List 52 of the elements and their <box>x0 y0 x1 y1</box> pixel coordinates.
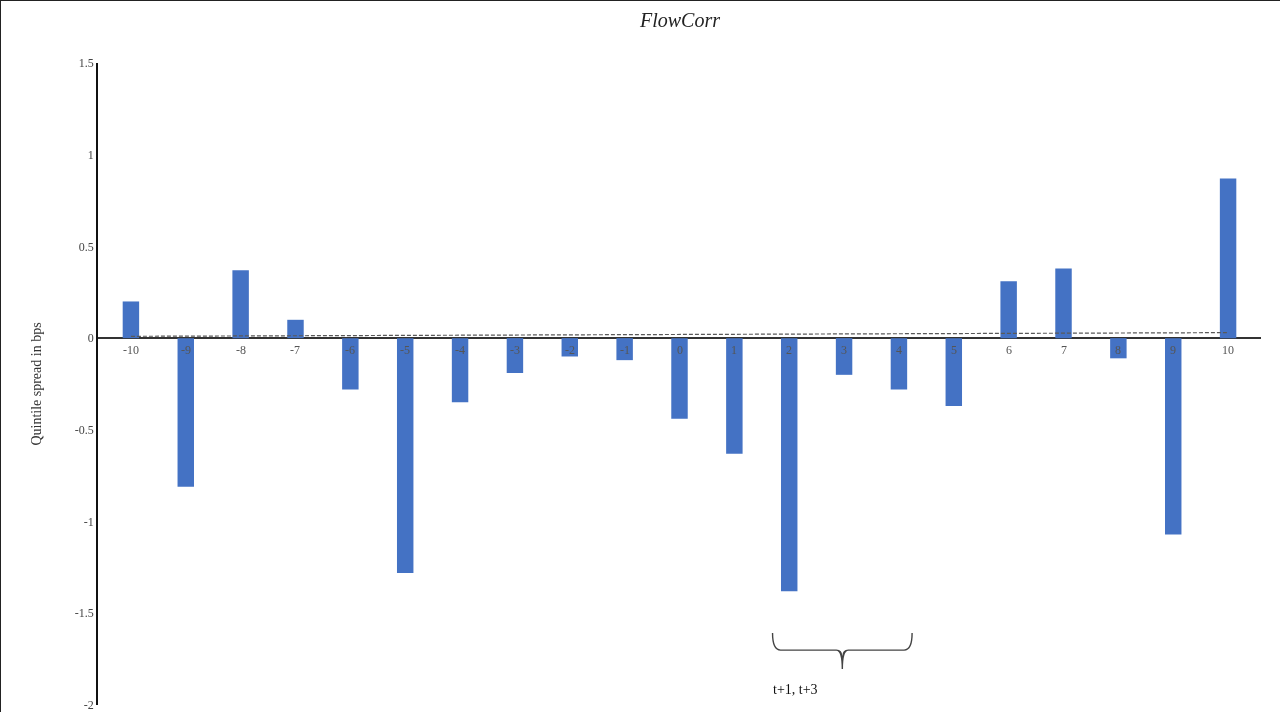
bar <box>780 338 798 592</box>
y-tick-label: 1.5 <box>78 56 94 71</box>
annotation: t+1, t+3 <box>773 682 818 697</box>
bar <box>1165 338 1182 535</box>
bar <box>726 338 743 454</box>
x-tick-label: 3 <box>841 343 847 357</box>
y-tick-label: 0 <box>87 331 94 346</box>
x-tick-label: 1 <box>731 343 737 357</box>
x-tick-label: 8 <box>1115 343 1121 357</box>
y-tick-label: 0.5 <box>78 239 94 254</box>
x-tick-label: 6 <box>1006 343 1012 357</box>
bar <box>287 319 304 339</box>
bar <box>451 338 469 403</box>
x-tick-label: -9 <box>181 343 191 357</box>
y-tick-label: -1 <box>83 514 94 529</box>
bar <box>1110 338 1127 359</box>
bar <box>890 338 908 390</box>
x-tick-label: -2 <box>565 343 575 357</box>
x-tick-label: -4 <box>455 343 465 357</box>
x-tick-label: -3 <box>510 343 520 357</box>
x-tick-label: -6 <box>345 343 355 357</box>
bar <box>232 270 249 339</box>
x-tick-label: 5 <box>951 343 957 357</box>
bar <box>1219 178 1237 339</box>
x-tick-label: 9 <box>1170 343 1176 357</box>
x-tick-label: -7 <box>290 343 300 357</box>
bar <box>835 338 853 375</box>
x-tick-label: 4 <box>896 343 902 357</box>
y-tick-label: -1.5 <box>74 606 94 621</box>
bar <box>1000 281 1017 339</box>
x-tick-label: 0 <box>677 343 683 357</box>
x-tick-label: 10 <box>1222 343 1234 357</box>
bar <box>616 338 633 361</box>
y-tick-label: -2 <box>83 698 94 713</box>
y-tick-label: 1 <box>87 147 94 162</box>
x-tick-label: 2 <box>786 343 792 357</box>
bar <box>1055 268 1072 339</box>
bar <box>671 338 688 419</box>
x-tick-label: 7 <box>1061 343 1067 357</box>
y-axis-title: Quintile spread in bps <box>28 322 44 446</box>
bar <box>396 338 414 573</box>
bar <box>342 338 359 390</box>
x-tick-label: -8 <box>236 343 246 357</box>
x-tick-label: -5 <box>400 343 410 357</box>
bar <box>122 301 140 339</box>
y-tick-label: -0.5 <box>74 423 94 438</box>
bar <box>506 338 524 373</box>
x-tick-label: -10 <box>123 343 139 357</box>
bar <box>945 338 963 407</box>
bar <box>177 338 194 487</box>
chart-title: FlowCorr <box>639 9 721 31</box>
x-tick-label: -1 <box>620 343 630 357</box>
